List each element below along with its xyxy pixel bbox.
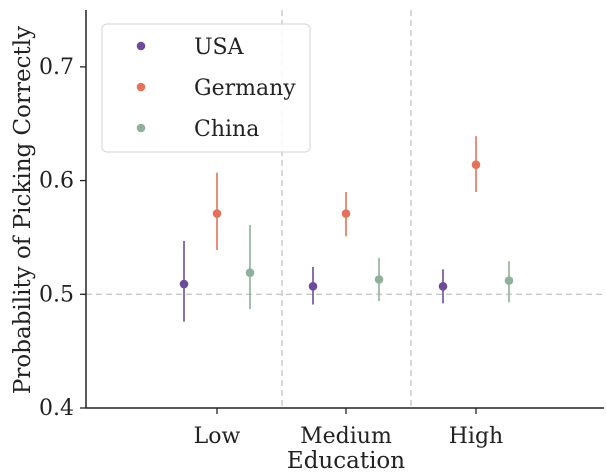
y-tick-label: 0.4 xyxy=(39,396,74,421)
legend-marker xyxy=(136,123,146,133)
y-tick-label: 0.7 xyxy=(39,55,74,80)
data-point xyxy=(179,279,189,289)
series-germany xyxy=(212,136,481,250)
x-tick-label: Medium xyxy=(300,424,392,449)
legend-label: China xyxy=(194,117,259,142)
data-marks xyxy=(179,136,514,322)
legend-box xyxy=(101,23,311,153)
series-china xyxy=(245,224,514,310)
data-point xyxy=(308,282,318,291)
series-usa xyxy=(179,240,448,322)
y-tick-label: 0.6 xyxy=(39,169,74,194)
y-tick-label: 0.5 xyxy=(39,282,74,307)
legend-label: USA xyxy=(194,35,245,60)
y-axis-title: Probability of Picking Correctly xyxy=(10,26,36,394)
axes xyxy=(85,10,604,409)
data-point xyxy=(471,160,481,169)
data-point xyxy=(438,282,448,291)
y-ticks: 0.4 0.5 0.6 0.7 xyxy=(39,55,86,421)
x-tick-label: Low xyxy=(194,424,241,449)
data-point xyxy=(341,209,351,218)
data-point xyxy=(212,209,222,218)
data-point xyxy=(245,268,255,277)
legend-marker xyxy=(136,41,146,51)
legend-label: Germany xyxy=(194,76,296,101)
legend: USA Germany China xyxy=(101,23,311,153)
legend-marker xyxy=(136,82,146,92)
data-point xyxy=(504,276,514,285)
category-separators xyxy=(281,10,412,408)
data-point xyxy=(374,275,384,284)
x-axis-title: Education xyxy=(287,448,405,472)
x-tick-label: High xyxy=(449,424,503,449)
x-ticks: Low Medium High xyxy=(194,408,503,449)
